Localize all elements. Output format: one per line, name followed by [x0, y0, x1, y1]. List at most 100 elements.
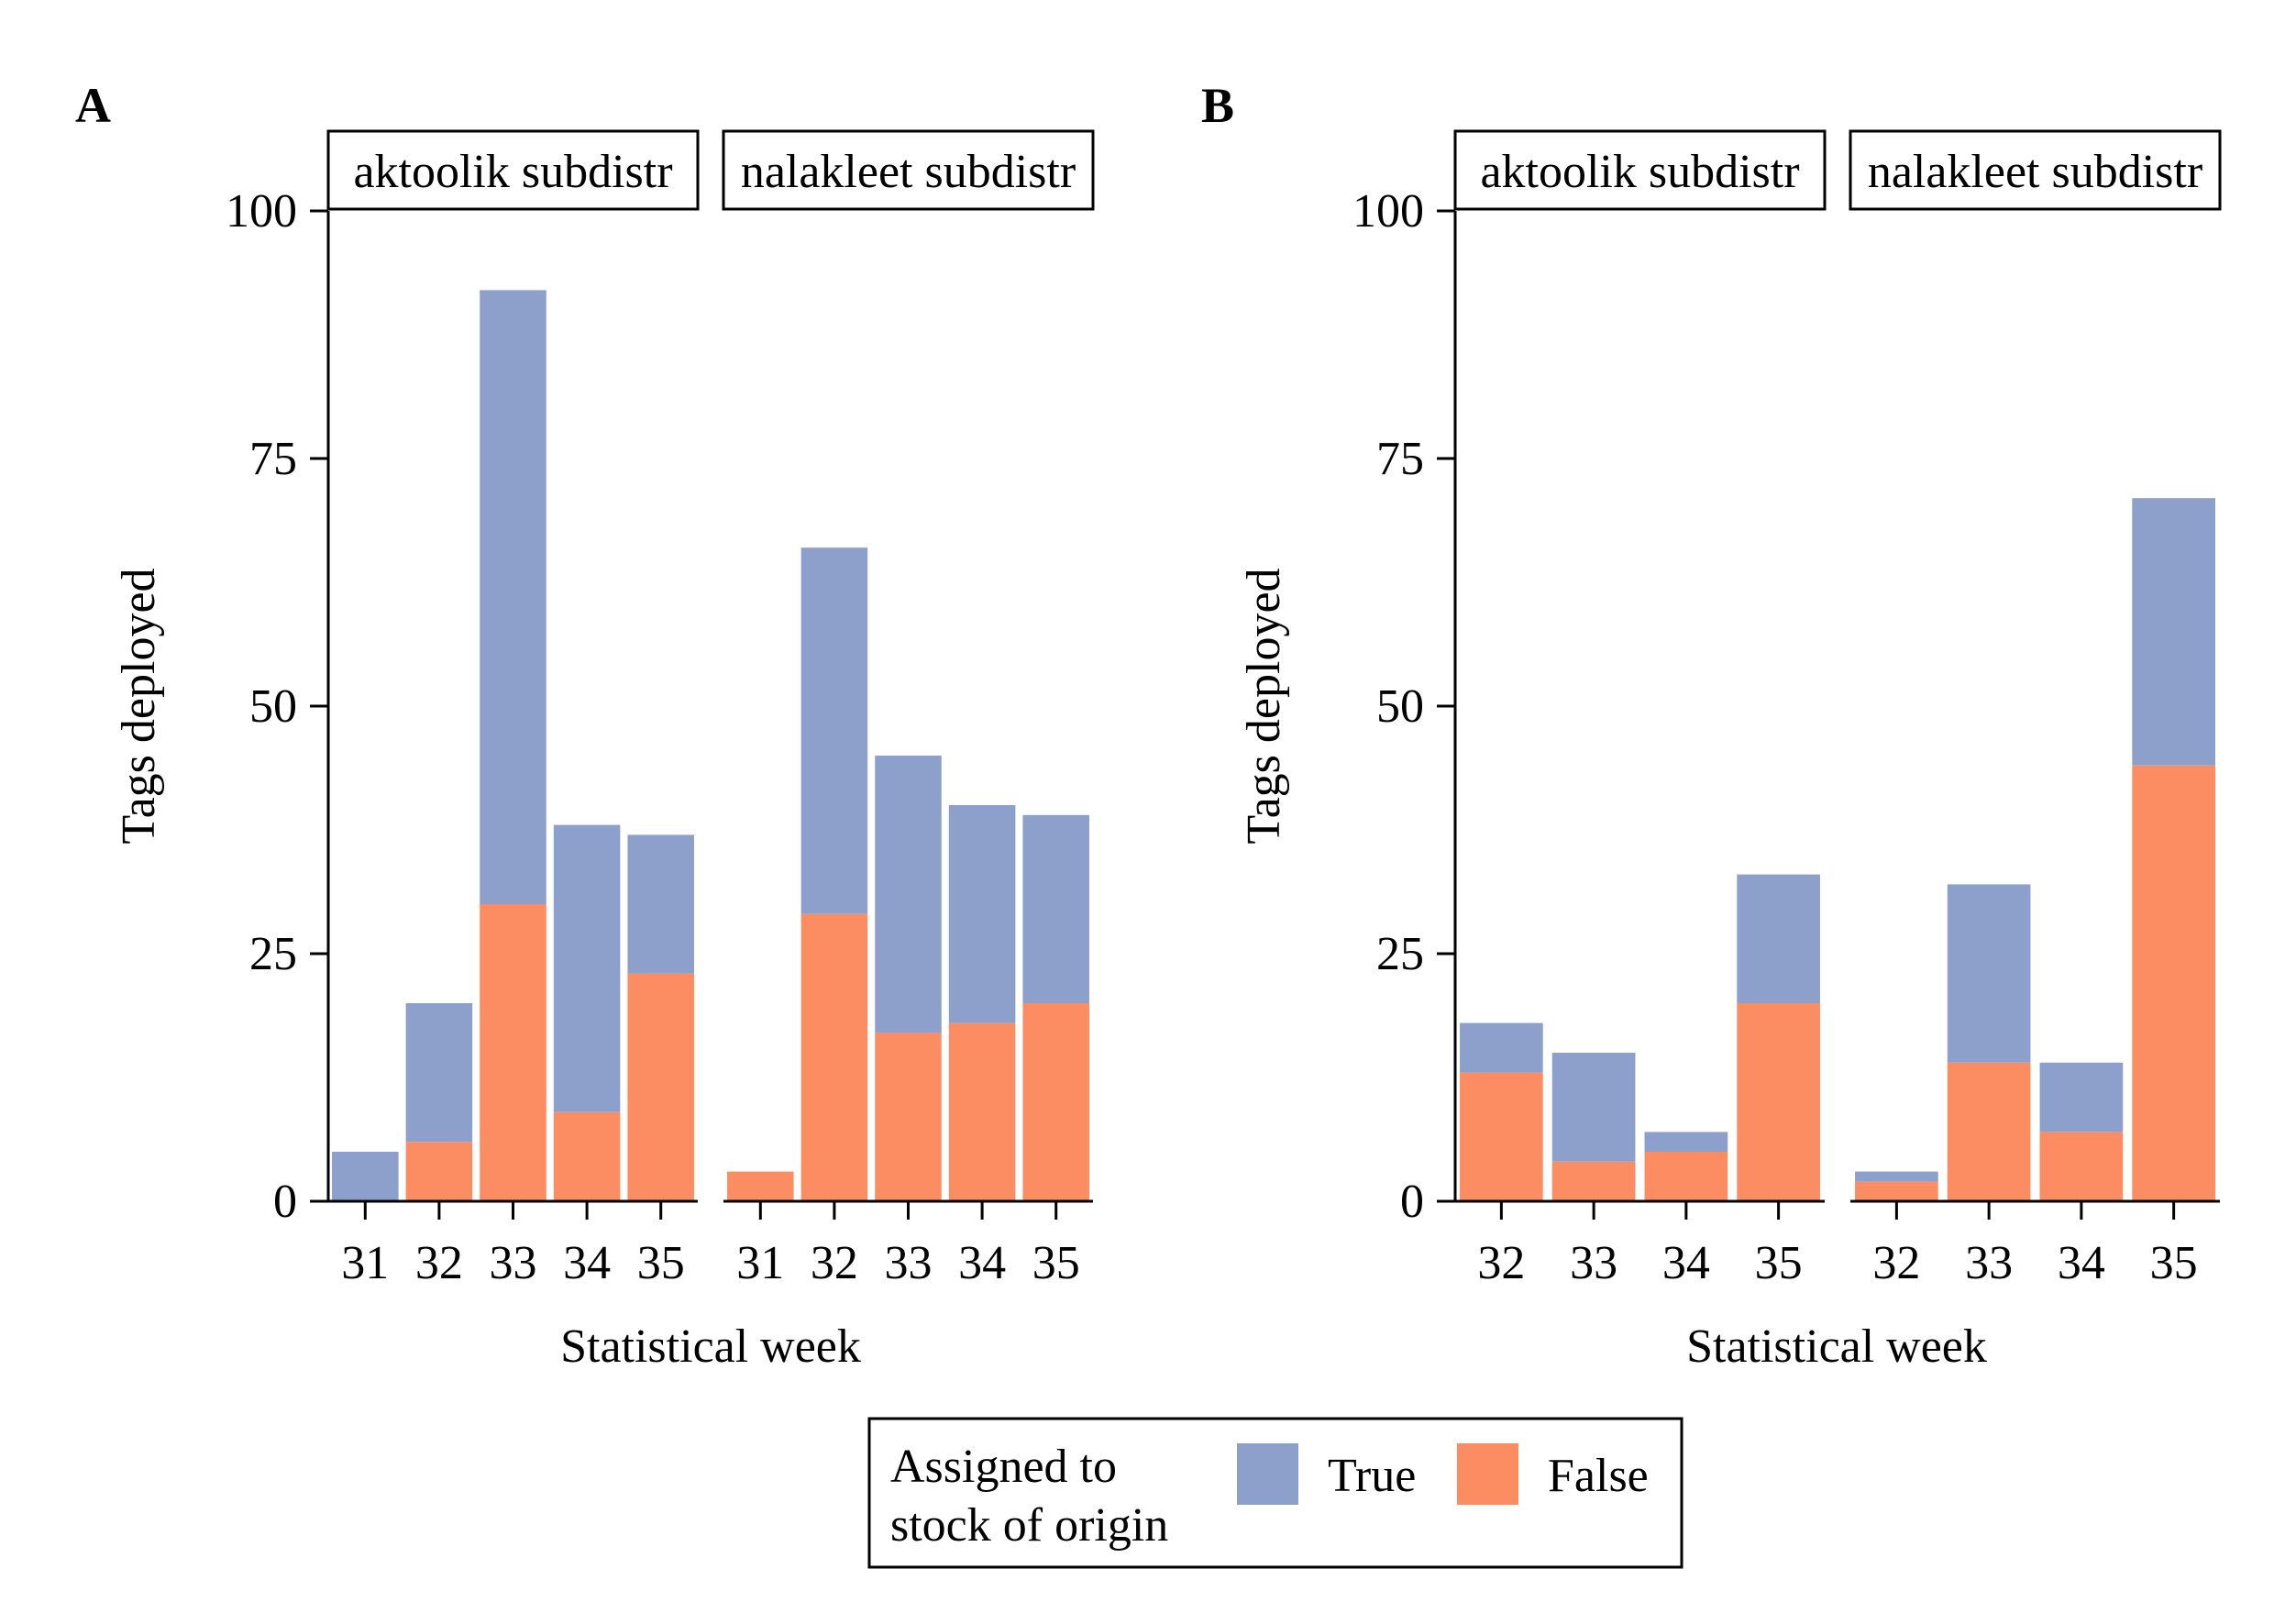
bar-true-week-33 — [480, 290, 546, 904]
bar-true-week-34 — [1644, 1132, 1728, 1152]
x-tick-label: 34 — [2058, 1237, 2105, 1289]
legend-swatch-false — [1457, 1443, 1518, 1505]
panel-a-facet-nalakleet: nalakleet subdistr 31 32 33 34 35 — [722, 129, 1095, 1289]
x-tick-label: 32 — [811, 1237, 858, 1289]
legend-title-line-2: stock of origin — [890, 1499, 1168, 1552]
y-tick-label: 100 — [226, 185, 297, 238]
bar-false-week-35 — [2132, 765, 2215, 1201]
bar-false-week-33 — [1947, 1062, 2031, 1201]
bar-true-week-35 — [627, 834, 694, 974]
panel-a-facet-aktoolik: aktoolik subdistr 31 32 33 34 35 — [326, 129, 700, 1289]
bars — [727, 547, 1089, 1201]
x-tick-label: 35 — [637, 1237, 685, 1289]
legend: Assigned to stock of origin True False — [867, 1417, 1683, 1569]
bars — [1855, 498, 2215, 1201]
bar-true-week-33 — [1551, 1053, 1636, 1162]
strip-box — [326, 129, 700, 211]
panel-b: B Tags deployed Statistical week 0 25 50 75… — [1201, 78, 2222, 1373]
bar-true-week-34 — [948, 805, 1016, 1023]
bar-true-week-34 — [553, 824, 621, 1112]
y-tick-label: 25 — [1376, 928, 1424, 980]
x-tick-label: 35 — [1755, 1237, 1803, 1289]
bar-true-week-35 — [2132, 498, 2215, 766]
y-tick-label: 75 — [1376, 433, 1424, 485]
panel-a-y-axis: 0 25 50 75 100 — [226, 185, 330, 1228]
bar-true-week-32 — [405, 1003, 473, 1143]
x-tick-label: 35 — [2150, 1237, 2198, 1289]
x-tick-label: 33 — [1570, 1237, 1617, 1289]
panel-a: A Tags deployed Statistical week 0 25 50 75… — [75, 78, 1095, 1373]
bar-true-week-34 — [2039, 1062, 2124, 1132]
x-tick-label: 34 — [958, 1237, 1006, 1289]
bar-true-week-32 — [1460, 1022, 1543, 1073]
y-tick-label: 0 — [1400, 1176, 1424, 1228]
panel-b-y-axis: 0 25 50 75 100 — [1352, 185, 1457, 1228]
bar-true-week-31 — [332, 1152, 399, 1201]
x-axis: 32 33 34 35 — [1455, 1199, 1825, 1289]
x-tick-label: 33 — [1965, 1237, 2013, 1289]
bar-false-week-34 — [553, 1111, 621, 1201]
x-tick-label: 31 — [341, 1237, 389, 1289]
bar-true-week-32 — [800, 547, 868, 914]
legend-title-line-1: Assigned to — [890, 1441, 1117, 1493]
x-axis: 32 33 34 35 — [1850, 1199, 2220, 1289]
bar-false-week-33 — [480, 904, 546, 1201]
bar-false-week-32 — [1855, 1181, 1938, 1201]
x-tick-label: 34 — [1662, 1237, 1710, 1289]
panel-a-y-axis-title: Tags deployed — [113, 568, 165, 844]
x-tick-label: 32 — [1477, 1237, 1525, 1289]
x-axis: 31 32 33 34 35 — [328, 1199, 698, 1289]
panel-b-label: B — [1201, 78, 1234, 133]
strip-label: nalakleet subdistr — [1868, 146, 2202, 198]
y-tick-label: 50 — [249, 680, 297, 733]
y-tick-label: 25 — [249, 928, 297, 980]
x-tick-label: 33 — [490, 1237, 537, 1289]
bar-false-week-32 — [1460, 1072, 1543, 1201]
panel-b-facet-nalakleet: nalakleet subdistr 32 33 34 35 — [1849, 129, 2222, 1289]
x-axis: 31 32 33 34 35 — [723, 1199, 1093, 1289]
bar-true-week-33 — [875, 756, 942, 1033]
legend-swatch-true — [1237, 1443, 1298, 1505]
panel-b-x-axis-title: Statistical week — [1686, 1320, 1987, 1373]
strip-label: aktoolik subdistr — [353, 146, 672, 198]
panel-a-x-axis-title: Statistical week — [560, 1320, 861, 1373]
panel-b-y-axis-title: Tags deployed — [1238, 568, 1290, 844]
y-tick-label: 100 — [1352, 185, 1424, 238]
legend-label-true: True — [1328, 1450, 1416, 1502]
panel-b-facet-aktoolik: aktoolik subdistr 32 33 34 35 — [1453, 129, 1827, 1289]
x-tick-label: 32 — [415, 1237, 463, 1289]
y-tick-label: 75 — [249, 433, 297, 485]
x-tick-label: 34 — [563, 1237, 611, 1289]
bar-true-week-33 — [1947, 884, 2031, 1063]
bars — [1460, 874, 1820, 1201]
bar-false-week-35 — [1737, 1003, 1820, 1201]
strip-label: nalakleet subdistr — [741, 146, 1076, 198]
x-tick-label: 35 — [1032, 1237, 1080, 1289]
strip-box — [722, 129, 1095, 211]
bar-false-week-34 — [1644, 1152, 1728, 1201]
bars — [332, 290, 694, 1201]
strip-label: aktoolik subdistr — [1480, 146, 1799, 198]
strip-box — [1849, 129, 2222, 211]
bar-false-week-33 — [1551, 1161, 1636, 1201]
y-tick-label: 50 — [1376, 680, 1424, 733]
bar-true-week-35 — [1737, 874, 1820, 1003]
bar-false-week-34 — [2039, 1132, 2124, 1201]
x-tick-label: 31 — [736, 1237, 784, 1289]
x-tick-label: 33 — [885, 1237, 933, 1289]
bar-true-week-32 — [1855, 1171, 1938, 1182]
bar-false-week-33 — [875, 1033, 942, 1201]
bar-false-week-31 — [727, 1171, 794, 1201]
y-tick-label: 0 — [273, 1176, 297, 1228]
x-tick-label: 32 — [1872, 1237, 1920, 1289]
bar-true-week-35 — [1022, 814, 1089, 1003]
bar-false-week-35 — [627, 973, 694, 1201]
strip-box — [1453, 129, 1827, 211]
bar-false-week-35 — [1022, 1003, 1089, 1201]
bar-false-week-32 — [800, 913, 868, 1201]
panel-a-label: A — [75, 78, 111, 133]
bar-false-week-34 — [948, 1022, 1016, 1201]
legend-label-false: False — [1548, 1450, 1649, 1502]
